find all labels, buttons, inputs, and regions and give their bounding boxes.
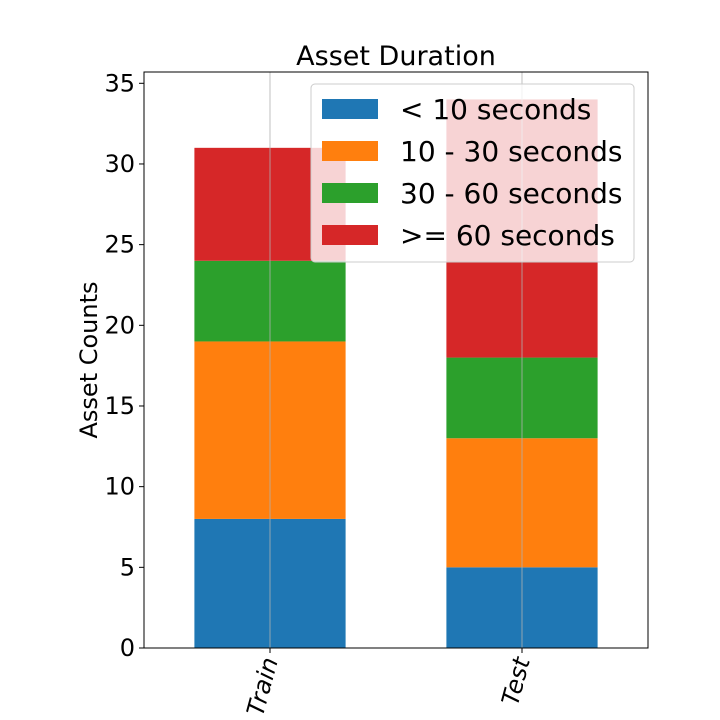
x-axis-ticks: Train Test <box>241 648 536 719</box>
y-tick-label: 10 <box>104 473 135 501</box>
legend-label-1: < 10 seconds <box>400 93 591 126</box>
legend-label-2: 10 - 30 seconds <box>400 135 623 168</box>
y-tick-label: 35 <box>104 69 135 97</box>
legend-swatch-2 <box>322 141 378 161</box>
legend-swatch-1 <box>322 99 378 119</box>
legend-swatch-4 <box>322 225 378 245</box>
chart-title: Asset Duration <box>296 41 496 72</box>
legend-box <box>310 83 635 263</box>
legend-swatch-3 <box>322 183 378 203</box>
y-tick-label: 30 <box>104 150 135 178</box>
y-tick-label: 25 <box>104 231 135 259</box>
y-tick-label: 5 <box>120 553 135 581</box>
legend-label-3: 30 - 60 seconds <box>400 177 623 210</box>
y-axis-label: Asset Counts <box>75 281 103 438</box>
y-tick-label: 15 <box>104 392 135 420</box>
legend-label-4: >= 60 seconds <box>400 219 615 252</box>
x-tick-label-train: Train <box>241 654 283 718</box>
x-tick-label-test: Test <box>496 653 536 709</box>
y-tick-label: 20 <box>104 311 135 339</box>
y-axis-ticks: 0 5 10 15 20 25 30 35 <box>104 69 144 662</box>
legend: < 10 seconds 10 - 30 seconds 30 - 60 secon… <box>310 83 635 263</box>
y-tick-label: 0 <box>120 634 135 662</box>
plot-frame <box>143 71 649 649</box>
